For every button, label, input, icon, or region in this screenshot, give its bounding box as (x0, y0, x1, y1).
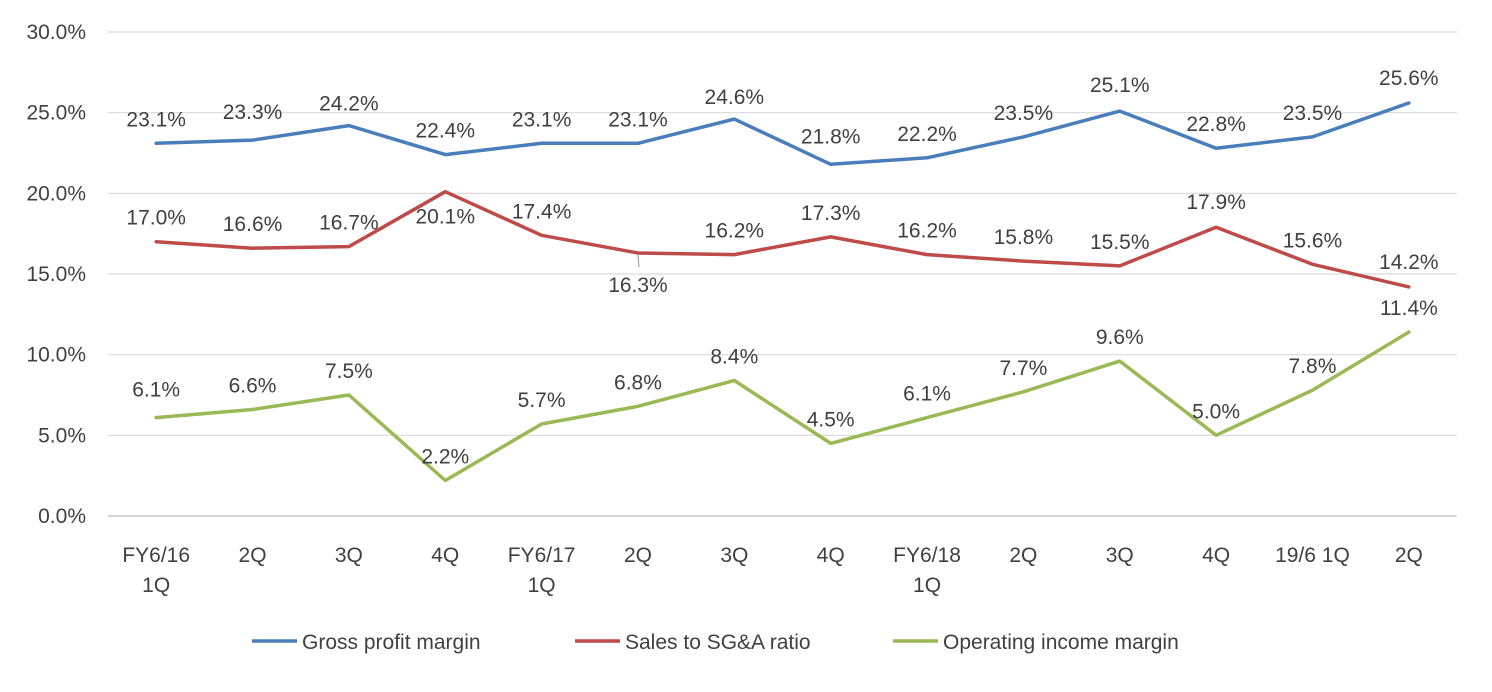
data-label: 7.8% (1289, 355, 1337, 378)
y-tick-label: 10.0% (26, 344, 86, 367)
data-label: 15.5% (1090, 231, 1150, 254)
series-line (154, 330, 1411, 483)
gridlines (108, 31, 1457, 436)
data-label: 17.0% (126, 207, 186, 230)
y-tick-label: 15.0% (26, 263, 86, 286)
data-label: 6.6% (229, 375, 277, 398)
data-label: 24.2% (319, 93, 379, 116)
data-label: 6.1% (132, 379, 180, 402)
data-label: 7.7% (999, 357, 1047, 380)
y-axis: 0.0% 5.0% 10.0% 15.0% 20.0% 25.0% 30.0% (26, 21, 86, 528)
data-label: 22.8% (1186, 113, 1246, 136)
data-label: 23.5% (1283, 102, 1343, 125)
x-tick-label: 2Q (1395, 544, 1423, 567)
data-label: 22.2% (897, 123, 957, 146)
x-tick-label: FY6/18 1Q (893, 544, 961, 597)
data-label: 16.7% (319, 212, 379, 235)
x-tick-label: 4Q (431, 544, 459, 567)
data-label: 5.7% (518, 389, 566, 412)
legend-entry: Operating income margin (943, 631, 1179, 654)
data-labels: 23.1% 23.3% 24.2% 22.4% 23.1% 23.1% 24.6% 21.8%… (126, 67, 1438, 469)
data-label: 21.8% (801, 125, 861, 148)
x-tick-label: FY6/16 1Q (122, 544, 190, 597)
data-label: 17.4% (512, 200, 572, 223)
y-tick-label: 30.0% (26, 21, 86, 44)
series-line (154, 101, 1411, 167)
legend-entry: Gross profit margin (302, 631, 481, 654)
legend-entry: Sales to SG&A ratio (625, 631, 811, 654)
data-label: 23.3% (223, 101, 283, 124)
x-tick-label: 2Q (624, 544, 652, 567)
x-tick-label: 4Q (817, 544, 845, 567)
data-label: 4.5% (807, 408, 855, 431)
data-label: 15.8% (994, 226, 1054, 249)
y-tick-label: 25.0% (26, 102, 86, 125)
data-label: 17.9% (1186, 191, 1246, 214)
x-tick-label: 3Q (335, 544, 363, 567)
data-label: 16.2% (897, 220, 957, 243)
y-tick-label: 0.0% (38, 505, 86, 528)
x-tick-label: 3Q (1106, 544, 1134, 567)
x-tick-label: 19/6 1Q (1275, 544, 1350, 567)
x-tick-label: 2Q (1009, 544, 1037, 567)
y-tick-label: 20.0% (26, 182, 86, 205)
data-label: 24.6% (705, 86, 765, 109)
leader-line (637, 254, 640, 268)
data-label: 17.3% (801, 202, 861, 225)
series-lines (154, 101, 1411, 483)
x-tick-label: 2Q (239, 544, 267, 567)
x-tick-label: FY6/17 1Q (508, 544, 576, 597)
data-label: 5.0% (1192, 400, 1240, 423)
data-label: 16.2% (705, 220, 765, 243)
data-label: 16.6% (223, 213, 283, 236)
data-label: 25.6% (1379, 67, 1439, 90)
data-label: 20.1% (415, 206, 475, 229)
data-label: 22.4% (415, 120, 475, 143)
data-label: 14.2% (1379, 251, 1439, 274)
data-label: 15.6% (1283, 229, 1343, 252)
data-label: 23.1% (512, 108, 572, 131)
data-label: 6.1% (903, 383, 951, 406)
y-tick-label: 5.0% (38, 424, 86, 447)
data-label: 8.4% (710, 345, 758, 368)
x-tick-label: 3Q (720, 544, 748, 567)
data-label: 2.2% (421, 446, 469, 469)
data-label: 6.8% (614, 371, 662, 394)
data-label: 25.1% (1090, 74, 1150, 97)
data-label: 23.1% (608, 108, 668, 131)
x-axis: FY6/16 1Q 2Q 3Q 4Q FY6/17 1Q 2Q 3Q 4Q FY6/18 1Q 2Q 3Q… (108, 515, 1457, 597)
data-label: 9.6% (1096, 326, 1144, 349)
series-line (154, 189, 1411, 289)
data-label: 7.5% (325, 360, 373, 383)
x-tick-label: 4Q (1202, 544, 1230, 567)
data-label: 23.1% (126, 108, 186, 131)
data-label: 23.5% (994, 102, 1054, 125)
legend: Gross profit margin Sales to SG&A ratio Op… (252, 631, 1179, 654)
data-label: 11.4% (1380, 297, 1438, 320)
data-label: 16.3% (608, 274, 668, 297)
